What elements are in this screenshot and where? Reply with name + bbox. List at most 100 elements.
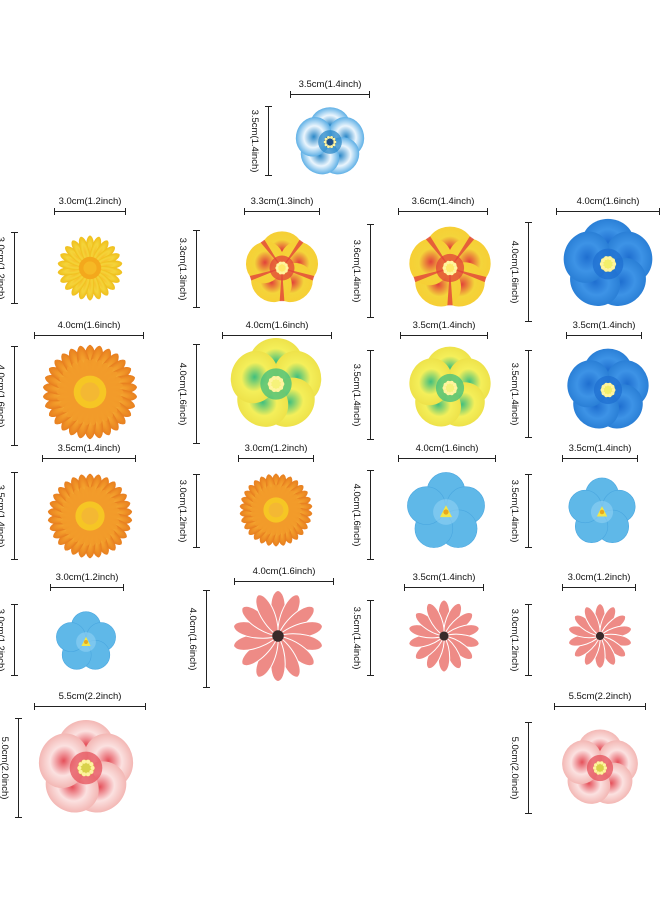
dimension-tick <box>11 675 18 676</box>
flower-daisy-icon <box>57 235 123 301</box>
dimension-tick <box>645 703 646 710</box>
dimension-tick <box>525 722 532 723</box>
dimension-tick <box>525 222 532 223</box>
flower-gerbera-icon <box>42 344 138 440</box>
dimension-line <box>566 335 642 336</box>
dimension-tick <box>15 817 22 818</box>
width-label: 5.5cm(2.2inch) <box>568 691 632 702</box>
height-label: 4.0cm(1.6inch) <box>509 240 520 304</box>
flower-center <box>272 630 284 642</box>
width-label: 3.5cm(1.4inch) <box>57 443 121 454</box>
flower-petunia-icon <box>409 226 491 307</box>
dimension-tick <box>11 604 18 605</box>
flower-center <box>595 631 605 641</box>
width-label: 5.5cm(2.2inch) <box>58 691 122 702</box>
dimension-tick <box>487 332 488 339</box>
width-label: 3.5cm(1.4inch) <box>572 320 636 331</box>
dimension-line <box>14 232 15 304</box>
dimension-tick <box>42 455 43 462</box>
width-label: 3.5cm(1.4inch) <box>412 572 476 583</box>
dimension-tick <box>11 472 18 473</box>
dimension-tick <box>554 703 555 710</box>
petal <box>255 594 279 637</box>
dimension-line <box>370 600 371 676</box>
petal <box>425 602 445 637</box>
dimension-tick <box>11 445 18 446</box>
flower-center <box>439 631 449 641</box>
dimension-tick <box>562 584 563 591</box>
dimension-line <box>370 470 371 560</box>
dimension-tick <box>145 703 146 710</box>
dimension-line <box>244 211 320 212</box>
dimension-tick <box>244 208 245 215</box>
flower-forgetmenot-icon <box>568 477 636 543</box>
height-label: 3.5cm(1.4inch) <box>509 362 520 426</box>
dimension-tick <box>367 350 374 351</box>
width-label: 3.0cm(1.2inch) <box>58 196 122 207</box>
dimension-tick <box>193 230 200 231</box>
dimension-tick <box>222 332 223 339</box>
dimension-tick <box>483 584 484 591</box>
flower-petunia-icon <box>567 348 649 429</box>
dimension-line <box>562 587 636 588</box>
dimension-line <box>404 587 484 588</box>
height-label: 3.5cm(1.4inch) <box>0 484 6 548</box>
dimension-tick <box>193 344 200 345</box>
width-label: 3.5cm(1.4inch) <box>412 320 476 331</box>
dimension-line <box>528 350 529 438</box>
dimension-line <box>42 458 136 459</box>
dimension-tick <box>313 455 314 462</box>
dimension-tick <box>525 321 532 322</box>
dimension-tick <box>495 455 496 462</box>
width-label: 4.0cm(1.6inch) <box>415 443 479 454</box>
dimension-line <box>398 211 488 212</box>
dimension-tick <box>331 332 332 339</box>
flower-petunia-icon <box>409 346 491 427</box>
dimension-tick <box>400 332 401 339</box>
dimension-line <box>196 230 197 308</box>
dimension-line <box>14 346 15 446</box>
width-label: 3.5cm(1.4inch) <box>298 79 362 90</box>
dimension-line <box>556 211 660 212</box>
dimension-line <box>268 106 269 176</box>
dimension-tick <box>641 332 642 339</box>
height-label: 4.0cm(1.6inch) <box>177 362 188 426</box>
dimension-line <box>528 722 529 814</box>
dimension-tick <box>404 584 405 591</box>
dimension-tick <box>525 437 532 438</box>
dimension-line <box>528 222 529 322</box>
width-label: 3.6cm(1.4inch) <box>411 196 475 207</box>
dimension-tick <box>135 455 136 462</box>
dimension-line <box>34 706 146 707</box>
width-label: 4.0cm(1.6inch) <box>245 320 309 331</box>
dimension-line <box>290 94 370 95</box>
dimension-tick <box>525 474 532 475</box>
flower-hibiscus-icon <box>38 720 134 813</box>
dimension-line <box>370 350 371 440</box>
dimension-line <box>398 458 496 459</box>
height-label: 4.0cm(1.6inch) <box>187 607 198 671</box>
height-label: 3.5cm(1.4inch) <box>351 363 362 427</box>
flower-petunia-icon <box>563 218 653 306</box>
dimension-tick <box>525 813 532 814</box>
dimension-tick <box>525 675 532 676</box>
dimension-line <box>222 335 332 336</box>
dimension-line <box>18 718 19 818</box>
dimension-tick <box>367 559 374 560</box>
dimension-tick <box>290 91 291 98</box>
dimension-tick <box>238 455 239 462</box>
height-label: 3.0cm(1.2inch) <box>509 608 520 672</box>
width-label: 4.0cm(1.6inch) <box>252 566 316 577</box>
dimension-tick <box>367 224 374 225</box>
dimension-line <box>554 706 646 707</box>
dimension-tick <box>54 208 55 215</box>
dimension-tick <box>193 307 200 308</box>
height-label: 5.0cm(2.0inch) <box>509 736 520 800</box>
dimension-line <box>14 604 15 676</box>
dimension-line <box>562 458 638 459</box>
dimension-tick <box>369 91 370 98</box>
dimension-line <box>54 211 126 212</box>
dimension-line <box>196 474 197 548</box>
dimension-tick <box>265 106 272 107</box>
height-label: 3.6cm(1.4inch) <box>351 239 362 303</box>
